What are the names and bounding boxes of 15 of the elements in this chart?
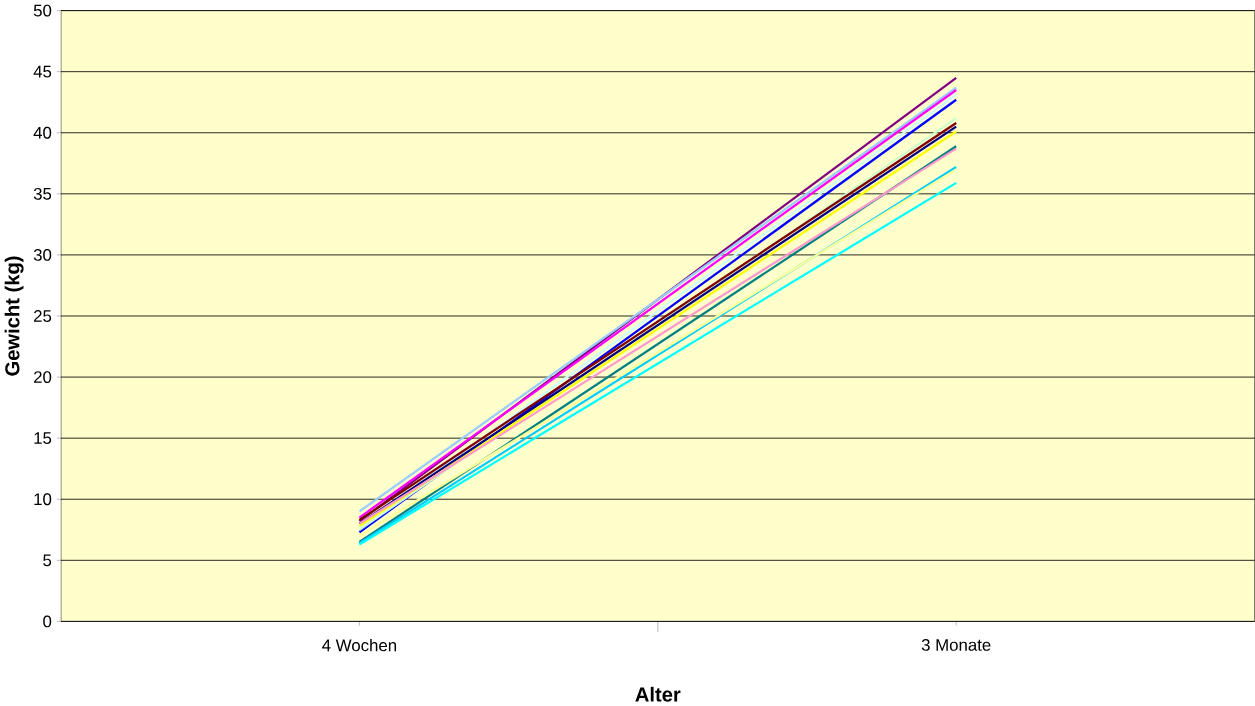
y-tick-label: 0 [43, 615, 52, 628]
y-tick-label: 20 [34, 370, 52, 383]
x-axis-title: Alter [635, 686, 681, 702]
x-tick-label: 4 Wochen [322, 638, 397, 652]
y-tick-label: 25 [34, 309, 52, 322]
y-tick-label: 40 [33, 126, 52, 139]
y-tick-label: 50 [33, 4, 52, 17]
y-tick-label: 5 [43, 554, 52, 567]
y-axis-title: Gewicht (kg) [4, 256, 24, 376]
x-tick-label: 3 Monate [921, 638, 991, 651]
y-tick-label: 10 [34, 493, 52, 506]
y-tick-label: 45 [33, 65, 52, 78]
y-tick-label: 30 [33, 248, 52, 261]
y-tick-label: 15 [34, 432, 52, 444]
y-tick-label: 35 [33, 187, 52, 200]
